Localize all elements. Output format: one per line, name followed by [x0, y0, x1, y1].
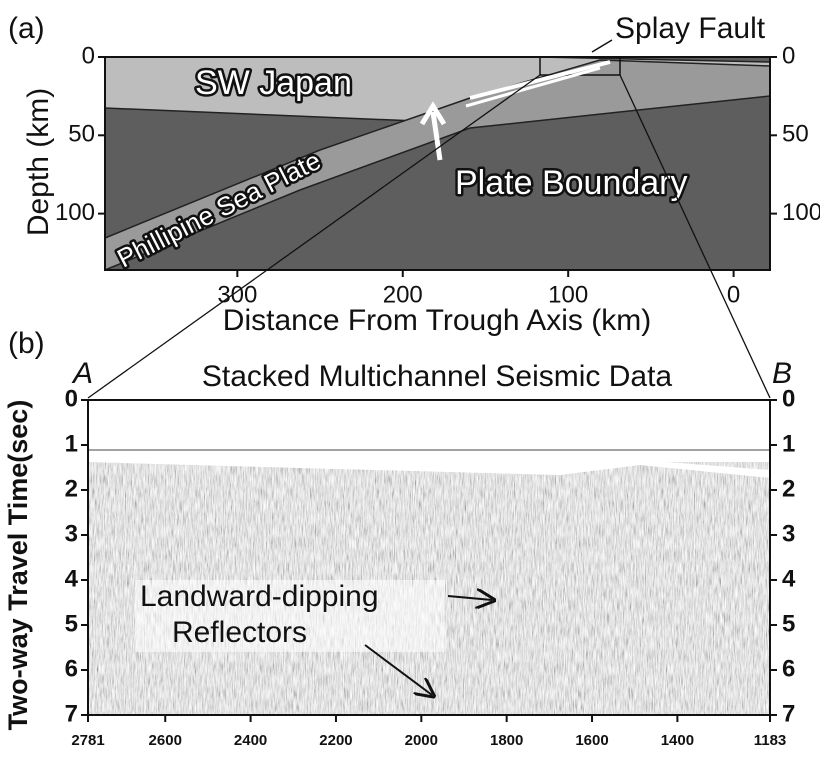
x-tick-label: 2200	[319, 732, 352, 749]
y-tick-label: 50	[68, 121, 95, 148]
y-tick-label: 5	[782, 610, 795, 637]
x-tick-label: 1600	[575, 732, 608, 749]
panel-b: (b) A B Stacked Multichannel Seismic Dat…	[3, 327, 792, 730]
x-tick-label: 2781	[71, 732, 104, 749]
y-tick-label: 2	[782, 475, 795, 502]
x-tick-label: 2000	[405, 732, 438, 749]
annotation: Reflectors	[172, 616, 307, 649]
panel-label: (a)	[8, 12, 45, 45]
annotation: Landward-dipping	[140, 580, 379, 613]
y-tick-label: 4	[782, 565, 796, 592]
y-tick-label: 1	[65, 430, 78, 457]
x-tick-label: 1183	[754, 732, 787, 749]
y-tick-label: 0	[782, 385, 795, 412]
x-tick-label: 0	[727, 281, 740, 308]
y-tick-label: 0	[782, 42, 795, 69]
y-tick-label: 4	[65, 565, 79, 592]
y-tick-label: 100	[782, 199, 820, 226]
y-axis-title: Depth (km)	[22, 88, 55, 236]
x-tick-label: 300	[217, 281, 257, 308]
annotation: Plate Boundary	[455, 164, 688, 202]
y-tick-label: 50	[782, 121, 809, 148]
y-tick-label: 3	[65, 520, 78, 547]
x-tick-label: 200	[383, 281, 423, 308]
y-tick-label: 100	[55, 199, 95, 226]
annotation: Splay Fault	[615, 12, 766, 45]
y-tick-label: 7	[782, 700, 795, 727]
y-tick-label: 0	[65, 385, 78, 412]
y-tick-label: 1	[782, 430, 795, 457]
y-tick-label: 6	[782, 655, 795, 682]
y-tick-label: 3	[782, 520, 795, 547]
y-tick-label: 5	[65, 610, 78, 637]
x-tick-label: 1800	[490, 732, 523, 749]
y-tick-label: 0	[82, 42, 95, 69]
y-axis-title: Two-way Travel Time(sec)	[3, 400, 33, 731]
x-tick-label: 2400	[234, 732, 267, 749]
y-tick-label: 7	[65, 700, 78, 727]
splay-pointer	[592, 40, 612, 52]
x-tick-label: 1400	[661, 732, 694, 749]
y-tick-label: 2	[65, 475, 78, 502]
annotation: SW Japan	[195, 64, 352, 102]
panel-title: Stacked Multichannel Seismic Data	[202, 360, 673, 393]
y-tick-label: 6	[65, 655, 78, 682]
x-tick-label: 2600	[149, 732, 182, 749]
figure: (a) Splay Fault SW Japan Phillipine Sea …	[0, 0, 820, 769]
x-axis-title: Distance From Trough Axis (km)	[223, 304, 651, 337]
panel-label: (b)	[8, 327, 45, 360]
x-tick-label: 100	[548, 281, 588, 308]
